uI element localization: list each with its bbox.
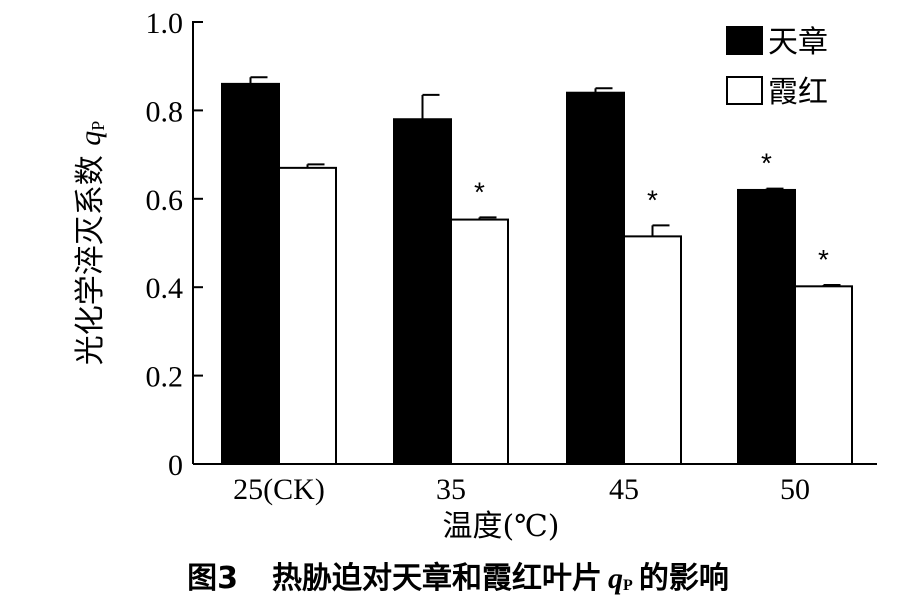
chart: * * * * 0 0.2 0.4 0.6 0.8 1.0 25(CK) 35 45 50 温度(℃) 光化学… [73,7,877,544]
y-tick-label: 0 [168,449,183,482]
caption-text-after: 的影响 [638,561,729,596]
x-tick-label: 45 [609,473,639,506]
bar-tianzhang-1 [393,118,452,466]
figure-number: 图3 [187,561,239,596]
x-tick-label: 50 [780,473,810,506]
y-axis-title: 光化学淬灭系数 qP [73,121,108,366]
figure-caption: 图3 热胁迫对天章和霞红叶片 qP 的影响 [0,553,916,603]
bar-xiahong-0 [278,166,337,466]
y-tick-label: 0.6 [146,184,184,217]
caption-symbol: qP [608,562,633,595]
legend-label-tianzhang: 天章 [768,25,828,60]
legend-swatch-xiahong [726,76,763,105]
y-tick-label: 1.0 [146,7,184,40]
bar-tianzhang-3 [737,188,796,466]
significance-mark: * [474,176,485,207]
bar-xiahong-2 [623,235,682,465]
significance-mark: * [761,148,772,179]
y-tick-label: 0.8 [146,95,184,128]
legend-label-xiahong: 霞红 [768,75,828,110]
bar-tianzhang-0 [221,82,280,465]
y-tick-label: 0.4 [146,272,184,305]
significance-mark: * [818,244,829,275]
y-tick-label: 0.2 [146,361,184,394]
caption-text-before: 热胁迫对天章和霞红叶片 [272,561,603,596]
x-tick-label: 25(CK) [233,473,325,506]
x-axis-title: 温度(℃) [443,509,560,544]
bar-xiahong-1 [450,218,509,465]
legend-swatch-tianzhang [726,26,763,55]
bar-xiahong-3 [794,285,853,466]
significance-mark: * [647,184,658,215]
bar-tianzhang-2 [566,91,625,465]
x-tick-label: 35 [436,473,466,506]
